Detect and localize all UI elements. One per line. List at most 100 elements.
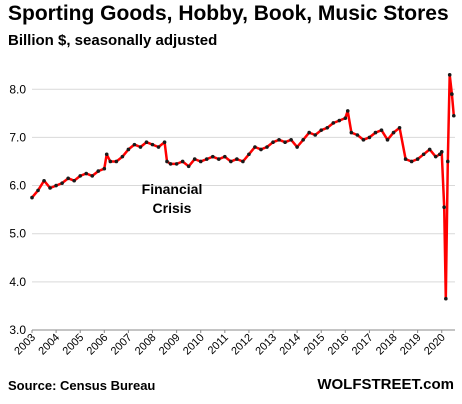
data-point bbox=[165, 159, 169, 164]
data-point bbox=[421, 152, 426, 157]
data-point bbox=[337, 118, 342, 123]
data-point bbox=[204, 157, 209, 161]
data-point bbox=[90, 174, 95, 178]
data-point bbox=[345, 109, 350, 113]
data-point bbox=[104, 152, 109, 157]
data-point bbox=[442, 205, 446, 210]
data-point bbox=[216, 157, 221, 161]
annotation-text: Financial bbox=[142, 181, 203, 197]
data-point bbox=[385, 138, 390, 142]
data-point bbox=[66, 176, 70, 181]
data-point bbox=[283, 140, 287, 145]
data-point bbox=[439, 150, 444, 154]
data-point bbox=[259, 147, 263, 152]
data-point bbox=[162, 140, 167, 145]
data-point bbox=[415, 157, 420, 161]
data-point bbox=[210, 154, 215, 159]
y-tick-label: 5.0 bbox=[9, 227, 26, 241]
data-point bbox=[168, 162, 173, 166]
data-point bbox=[277, 138, 281, 142]
data-point bbox=[331, 121, 336, 125]
data-point bbox=[48, 186, 52, 190]
data-point bbox=[126, 147, 131, 152]
data-point bbox=[180, 159, 185, 164]
data-point bbox=[84, 171, 89, 176]
series-line bbox=[31, 73, 456, 300]
data-point bbox=[349, 130, 354, 135]
data-point bbox=[223, 154, 227, 159]
x-tick-label: 2017 bbox=[350, 332, 376, 358]
x-tick-label: 2014 bbox=[277, 332, 303, 358]
data-point bbox=[54, 183, 58, 188]
data-point bbox=[447, 73, 452, 77]
data-point bbox=[229, 159, 233, 164]
data-point bbox=[265, 145, 269, 149]
chart-subtitle: Billion $, seasonally adjusted bbox=[8, 32, 218, 49]
data-point bbox=[325, 125, 330, 130]
data-point bbox=[144, 140, 149, 145]
data-point bbox=[397, 125, 402, 130]
y-tick-label: 3.0 bbox=[9, 323, 26, 337]
x-tick-label: 2004 bbox=[36, 332, 62, 358]
data-point bbox=[409, 159, 414, 164]
data-point bbox=[373, 130, 378, 135]
data-point bbox=[445, 159, 450, 164]
gridlines bbox=[32, 88, 455, 331]
x-axis: 2003200420052006200720082009201020112012… bbox=[12, 329, 455, 358]
data-point bbox=[102, 166, 107, 171]
data-point bbox=[319, 128, 324, 132]
data-point bbox=[295, 145, 299, 149]
data-point bbox=[186, 164, 191, 169]
data-point bbox=[78, 174, 83, 178]
data-point bbox=[253, 145, 257, 149]
plot-area bbox=[30, 73, 456, 301]
data-point bbox=[433, 154, 438, 159]
x-tick-label: 2015 bbox=[302, 332, 328, 358]
data-point bbox=[379, 128, 384, 132]
brand-label: WOLFSTREET.com bbox=[317, 376, 454, 393]
x-tick-label: 2008 bbox=[133, 332, 159, 358]
data-point bbox=[289, 138, 293, 142]
x-tick-label: 2006 bbox=[85, 332, 111, 358]
data-point bbox=[198, 159, 203, 164]
x-tick-label: 2009 bbox=[157, 332, 183, 358]
data-point bbox=[42, 178, 46, 183]
x-tick-label: 2018 bbox=[374, 332, 400, 358]
x-tick-label: 2007 bbox=[109, 332, 135, 358]
data-point bbox=[108, 159, 113, 164]
data-point bbox=[271, 140, 275, 145]
data-point bbox=[450, 92, 454, 96]
x-tick-label: 2010 bbox=[181, 332, 207, 358]
data-point bbox=[241, 159, 245, 164]
x-tick-label: 2016 bbox=[326, 332, 352, 358]
source-note: Source: Census Bureau bbox=[8, 378, 156, 393]
data-point bbox=[60, 181, 64, 185]
data-point bbox=[120, 154, 125, 159]
data-point bbox=[427, 147, 432, 152]
x-tick-label: 2013 bbox=[253, 332, 279, 358]
data-point bbox=[96, 169, 101, 173]
data-point bbox=[132, 142, 137, 147]
data-point bbox=[150, 142, 155, 147]
x-tick-label: 2012 bbox=[229, 332, 255, 358]
data-point bbox=[30, 195, 34, 200]
x-tick-label: 2019 bbox=[398, 332, 424, 358]
data-point bbox=[355, 133, 360, 137]
data-point bbox=[367, 135, 372, 140]
y-tick-label: 8.0 bbox=[9, 82, 26, 96]
data-point bbox=[36, 188, 40, 193]
data-point bbox=[174, 162, 179, 166]
data-point bbox=[247, 152, 251, 157]
chart-title: Sporting Goods, Hobby, Book, Music Store… bbox=[8, 2, 449, 25]
data-point bbox=[235, 157, 239, 161]
data-point bbox=[192, 157, 197, 161]
data-point bbox=[313, 133, 318, 137]
data-point bbox=[451, 113, 456, 118]
data-point bbox=[444, 296, 448, 301]
x-tick-label: 2011 bbox=[206, 332, 231, 357]
data-point bbox=[438, 152, 442, 157]
data-point bbox=[307, 130, 311, 135]
data-point bbox=[391, 130, 396, 135]
data-point bbox=[156, 145, 161, 149]
